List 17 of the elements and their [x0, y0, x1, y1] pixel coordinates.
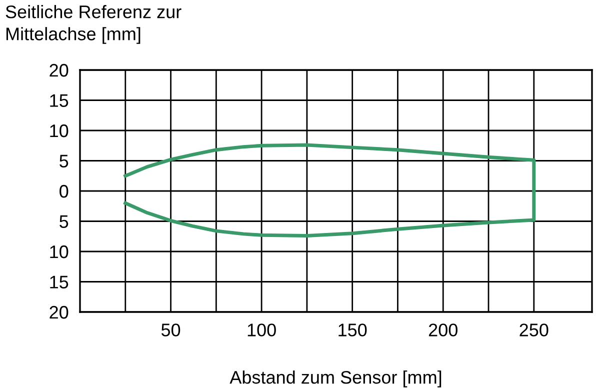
y-tick-label: 15 [50, 276, 68, 288]
x-tick-label: 150 [338, 324, 367, 336]
y-tick-label: 5 [60, 154, 68, 168]
y-tick-label: 10 [50, 124, 68, 138]
line-series [124, 143, 536, 238]
y-tick-label: 20 [50, 306, 68, 319]
y-tick-label: 15 [50, 94, 68, 107]
y-axis-title: Seitliche Referenz zur Mittelachse [mm] [6, 5, 182, 44]
y-tick-label: 0 [60, 184, 68, 198]
x-tick-label: 50 [161, 324, 180, 336]
y-tick-label: 5 [60, 215, 68, 228]
x-axis-title: Abstand zum Sensor [mm] [230, 370, 442, 388]
y-tick-label: 10 [50, 245, 68, 258]
x-tick-label: 200 [428, 324, 458, 336]
x-tick-label: 250 [520, 324, 548, 336]
y-tick-label: 20 [50, 64, 68, 77]
x-tick-label: 100 [248, 324, 276, 336]
